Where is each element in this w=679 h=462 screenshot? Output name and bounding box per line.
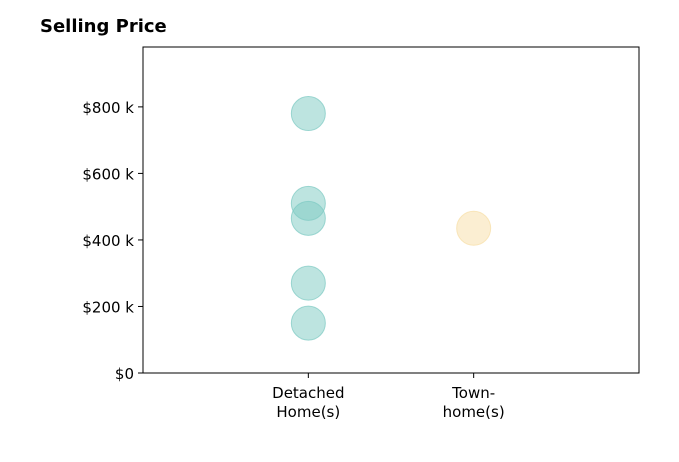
data-point (456, 210, 492, 246)
y-tick-label: $800 k (82, 99, 134, 117)
x-tick-label-line: Detached (272, 384, 344, 402)
y-tick-label: $400 k (82, 232, 134, 250)
x-tick-label: Detached Home(s) (272, 384, 344, 421)
plot-frame (142, 46, 640, 374)
y-tick-label: $0 (115, 365, 134, 383)
x-tick-label-line: Town- (451, 384, 495, 402)
data-point (290, 305, 326, 341)
y-tick-label: $200 k (82, 298, 134, 316)
y-tick-label: $600 k (82, 165, 134, 183)
data-point (290, 265, 326, 301)
y-axis: $0 $200 k $400 k $600 k $800 k (82, 99, 143, 383)
data-points (290, 96, 492, 341)
x-tick-label-line: Home(s) (276, 403, 340, 421)
x-tick-label-line: home(s) (443, 403, 505, 421)
data-point (290, 200, 326, 236)
data-point (290, 96, 326, 132)
x-tick-label: Town-home(s) (443, 384, 505, 421)
chart-title: Selling Price (40, 16, 167, 37)
x-axis: Detached Home(s) Town-home(s) (272, 373, 505, 421)
